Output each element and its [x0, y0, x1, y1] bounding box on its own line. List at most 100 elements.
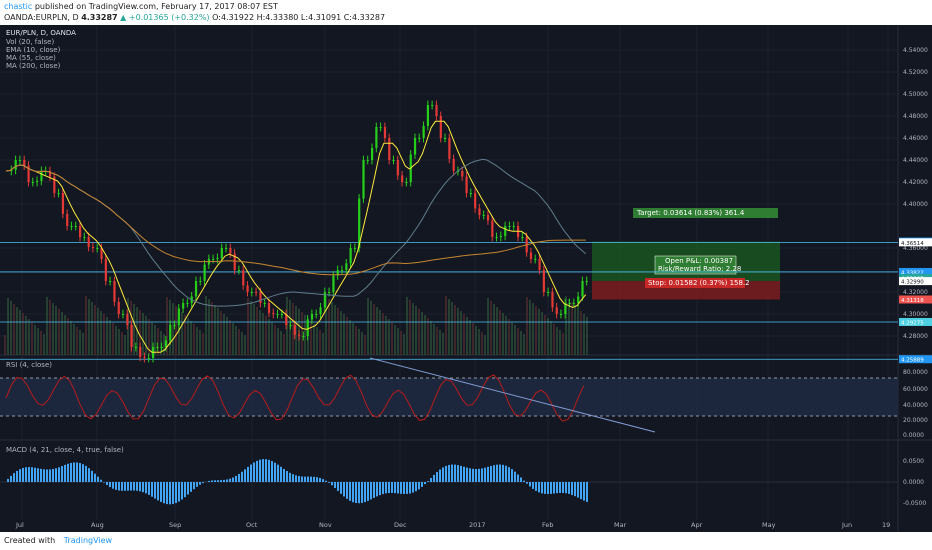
macd-bar	[421, 482, 423, 487]
price-tag-label: 4.32990	[901, 280, 924, 286]
volume-bar	[493, 304, 495, 355]
volume-bar	[574, 305, 576, 355]
candle-body	[439, 116, 442, 138]
volume-bar	[397, 328, 399, 355]
candle-body	[61, 193, 65, 214]
candle-body	[461, 171, 464, 177]
price-tick-label: 4.44000	[903, 157, 928, 164]
author-link[interactable]: chastic	[4, 2, 33, 11]
candle-body	[66, 213, 69, 226]
macd-bar	[34, 467, 36, 482]
footer: Created with TradingView	[0, 532, 932, 550]
macd-bar	[559, 482, 561, 493]
macd-bar	[544, 482, 546, 494]
volume-bar	[214, 305, 216, 355]
macd-bar	[37, 468, 39, 482]
candle-body	[40, 171, 43, 181]
macd-bar	[352, 482, 354, 503]
macd-bar	[325, 480, 327, 482]
rsi-trendline	[369, 357, 656, 433]
volume-bar	[526, 297, 528, 355]
volume-bar	[136, 307, 138, 355]
volume-bar	[376, 307, 378, 355]
macd-bar	[169, 482, 171, 505]
candle-body	[401, 175, 404, 182]
candle-body	[465, 176, 468, 193]
candle-body	[358, 198, 361, 248]
candle-body	[143, 356, 146, 358]
volume-bar	[49, 300, 51, 355]
candle-body	[139, 347, 142, 357]
candle-body	[10, 169, 13, 171]
macd-bar	[310, 476, 312, 482]
rsi-band	[0, 378, 898, 416]
volume-bar	[337, 308, 339, 355]
volume-bar	[97, 308, 99, 355]
macd-bar	[154, 482, 156, 499]
macd-bar	[244, 469, 246, 482]
macd-bar	[82, 464, 84, 482]
candle-body	[482, 215, 485, 216]
volume-bar	[229, 320, 231, 355]
macd-bar	[319, 477, 321, 482]
candle-body	[478, 208, 481, 215]
time-axis: Jul Aug Sep Oct Nov Dec 2017 Feb Mar Apr May Jun 19	[15, 521, 890, 529]
volume-bar	[415, 306, 417, 355]
chart-canvas[interactable]: 100.000080.000060.000040.000020.00000.00…	[0, 25, 932, 532]
volume-bar	[505, 316, 507, 355]
macd-bar	[340, 482, 342, 494]
target-box	[633, 208, 778, 218]
published-text: published on TradingView.com, February 1…	[34, 2, 278, 11]
macd-bar	[445, 465, 447, 482]
macd-bar	[253, 462, 255, 482]
volume-bar	[379, 310, 381, 355]
candle-body	[36, 180, 39, 182]
candle-body	[194, 281, 198, 297]
macd-bar	[499, 464, 501, 482]
volume-bar	[76, 327, 78, 355]
macd-bar	[52, 469, 54, 482]
macd-bar	[520, 477, 522, 482]
volume-bar	[391, 322, 393, 355]
macd-bar	[586, 482, 588, 502]
price-tag	[899, 238, 932, 247]
long-position-tool[interactable]	[592, 208, 780, 300]
candle-body	[267, 303, 271, 313]
macd-bar	[580, 482, 582, 500]
candle-body	[495, 237, 498, 238]
candle-body	[499, 235, 503, 237]
macd-bar	[178, 482, 180, 502]
macd-bar	[241, 471, 243, 482]
candle-body	[173, 325, 176, 326]
macd-bar	[490, 465, 492, 482]
horizontal-levels[interactable]	[0, 241, 898, 360]
macd-bar	[430, 477, 432, 482]
volume-bar	[301, 312, 303, 355]
volume-bar	[310, 321, 312, 355]
macd-bar	[91, 470, 93, 482]
candle-body	[117, 301, 120, 314]
candle-body	[551, 292, 554, 308]
volume-bar	[346, 317, 348, 355]
macd-bar	[361, 482, 363, 503]
macd-bar	[370, 482, 372, 500]
volume-bar	[544, 315, 546, 355]
candle-body	[534, 259, 537, 260]
macd-bar	[226, 479, 228, 482]
candle-body	[512, 226, 515, 227]
volume-bar	[286, 297, 288, 355]
macd-pane: 0.0500 0.0000 -0.0500	[0, 458, 926, 507]
candle-body	[130, 325, 133, 347]
macd-tick-label: 0.0500	[903, 458, 924, 465]
macd-bar	[484, 467, 486, 482]
volume-bar	[247, 298, 249, 355]
macd-bar	[316, 477, 318, 482]
candle-body	[169, 325, 172, 341]
candle-body	[70, 226, 73, 227]
volume-bar	[199, 330, 201, 355]
volume-bar	[43, 334, 45, 355]
volume-bar	[508, 319, 510, 355]
volume-bar	[238, 329, 240, 355]
volume-bar	[442, 333, 444, 355]
tradingview-logo[interactable]: TradingView	[63, 536, 113, 545]
